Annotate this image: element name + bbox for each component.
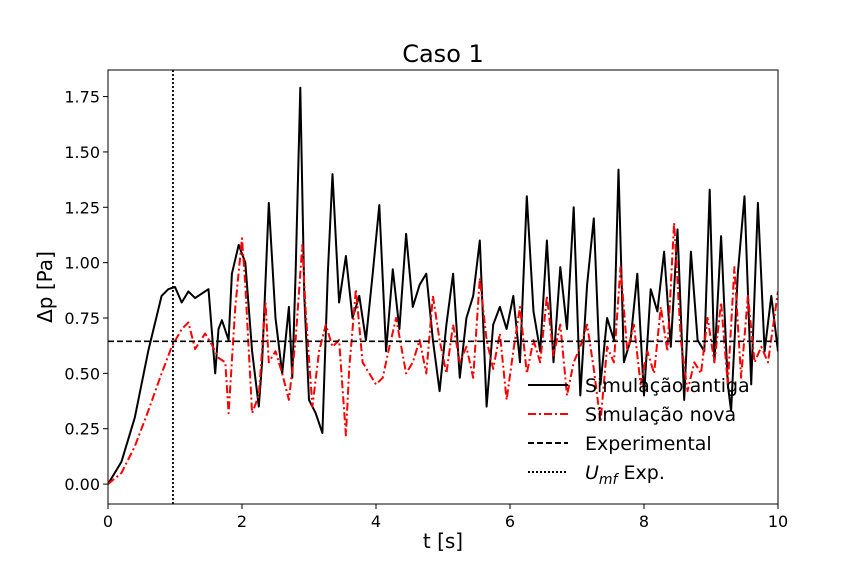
x-tick-label: 10 xyxy=(768,512,788,531)
chart-title: Caso 1 xyxy=(402,40,484,68)
x-axis-ticks: 0 2 4 6 8 10 xyxy=(103,504,788,531)
plot-area xyxy=(108,70,778,504)
x-tick-label: 8 xyxy=(639,512,649,531)
legend: Simulação antiga Simulação nova Experiment… xyxy=(528,375,750,488)
y-tick-label: 1.25 xyxy=(64,198,100,217)
legend-label: Umf Exp. xyxy=(585,462,665,488)
x-axis-label: t [s] xyxy=(423,529,463,553)
x-tick-label: 6 xyxy=(505,512,515,531)
x-tick-label: 4 xyxy=(371,512,381,531)
y-tick-label: 1.75 xyxy=(64,88,100,107)
legend-label: Simulação antiga xyxy=(585,375,750,397)
series-line-simulacao-antiga xyxy=(108,86,778,485)
y-tick-label: 0.00 xyxy=(64,475,100,494)
y-axis-label: Δp [Pa] xyxy=(33,251,57,323)
y-tick-label: 0.75 xyxy=(64,309,100,328)
x-tick-label: 0 xyxy=(103,512,113,531)
y-tick-label: 1.50 xyxy=(64,143,100,162)
legend-label: Experimental xyxy=(585,433,712,455)
axes-frame xyxy=(107,69,779,505)
y-tick-label: 0.50 xyxy=(64,364,100,383)
y-tick-label: 1.00 xyxy=(64,254,100,273)
legend-label: Simulação nova xyxy=(585,404,736,426)
x-tick-label: 2 xyxy=(237,512,247,531)
y-tick-label: 0.25 xyxy=(64,420,100,439)
y-axis-ticks: 0.00 0.25 0.50 0.75 1.00 1.25 1.50 1.75 xyxy=(64,88,108,494)
